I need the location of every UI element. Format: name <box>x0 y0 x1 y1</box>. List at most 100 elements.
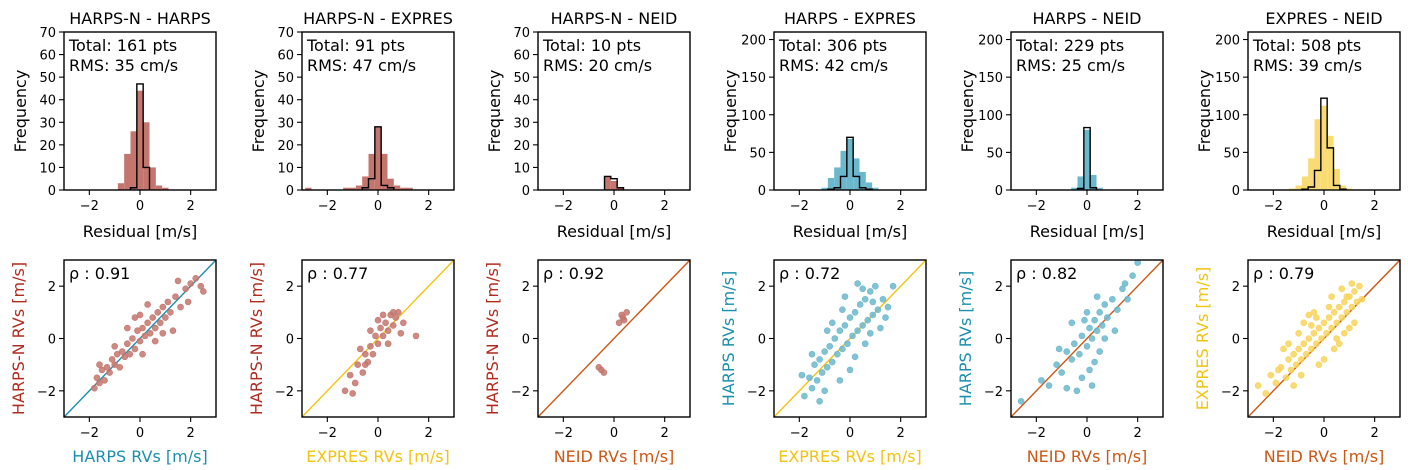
y-axis-label: Frequency <box>958 70 977 153</box>
x-axis-label-unit: RVs [m/s] <box>845 447 921 466</box>
histogram-bar <box>853 158 860 190</box>
scatter-point <box>877 324 884 332</box>
x-tick-label: 0 <box>374 426 382 441</box>
scatter-point <box>623 309 630 316</box>
scatter-point <box>1351 319 1358 327</box>
scatter-point <box>1088 382 1096 389</box>
scatter-point <box>1358 295 1366 303</box>
x-tick-label: 0 <box>610 426 618 441</box>
scatter-point <box>149 314 156 321</box>
panel-title: HARPS-N - NEID <box>551 9 678 28</box>
identity-line <box>773 259 927 418</box>
y-tick-label: 2 <box>286 280 294 295</box>
y-tick-label: 100 <box>741 109 766 124</box>
y-tick-label: 70 <box>39 26 56 41</box>
scatter-panel-3: −2 0 2 −2 0 2 NEID RVs [m/s] HARPS-N RVs [m/s] ρ… <box>483 259 691 466</box>
scatter-point <box>1297 356 1305 363</box>
histogram-bar <box>1333 168 1340 190</box>
scatter-point <box>400 319 407 327</box>
scatter-point <box>1096 348 1103 355</box>
scatter-point <box>1308 322 1315 329</box>
scatter-point <box>821 348 828 355</box>
histogram-outline <box>129 83 151 190</box>
x-tick-label: −2 <box>318 199 337 214</box>
scatter-point <box>1292 361 1300 368</box>
x-tick-label: 0 <box>1083 426 1091 441</box>
scatter-point <box>106 369 113 376</box>
scatter-point <box>1310 329 1318 337</box>
y-tick-label: 2 <box>522 280 530 295</box>
scatter-point <box>154 309 162 316</box>
scatter-point <box>1310 309 1318 316</box>
scatter-point <box>98 366 106 374</box>
scatter-point <box>111 343 118 350</box>
scatter-point <box>828 358 836 366</box>
panel-title: HARPS-N - HARPS <box>69 9 210 28</box>
scatter-point <box>874 306 882 314</box>
scatter-point <box>1055 345 1063 353</box>
annotation-text: RMS: 35 cm/s <box>69 56 178 75</box>
scatter-point <box>869 311 877 319</box>
scatter-point <box>1086 366 1093 374</box>
scatter-point <box>341 387 349 395</box>
scatter-point <box>846 366 854 374</box>
scatter-point <box>1300 340 1308 348</box>
histogram-bar <box>124 153 131 190</box>
histogram-bar <box>1077 176 1084 190</box>
identity-line <box>537 259 691 418</box>
histogram-bar <box>1346 188 1353 190</box>
scatter-point <box>346 371 354 379</box>
scatter-point <box>124 324 131 332</box>
annotation-text: RMS: 39 cm/s <box>1253 56 1362 75</box>
y-tick-label: 0 <box>286 333 294 348</box>
scatter-point <box>1101 301 1109 308</box>
scatter-point <box>861 340 869 348</box>
x-tick-label: 0 <box>374 199 382 214</box>
scatter-point <box>1078 374 1086 382</box>
histogram-bar <box>834 167 841 190</box>
histogram-bar <box>117 183 125 190</box>
x-tick-label: −2 <box>80 199 99 214</box>
identity-line <box>301 259 455 418</box>
scatter-point <box>811 361 818 368</box>
histogram-panel-6: −2 0 2 0 50 100 150 200 EXPRES - NEID Residual [m… <box>1195 9 1401 241</box>
x-axis-label-instrument: EXPRES <box>778 447 845 466</box>
scatter-point <box>379 311 387 319</box>
scatter-point <box>192 275 200 282</box>
scatter-panel-1: −2 0 2 −2 0 2 HARPS RVs [m/s] HARPS-N RVs [m/s]… <box>9 259 217 466</box>
scatter-point <box>159 329 167 337</box>
scatter-point <box>367 343 374 350</box>
scatter-point <box>808 350 816 358</box>
x-tick-label: 2 <box>897 426 905 441</box>
scatter-point <box>869 298 877 306</box>
histogram-panel-5: −2 0 2 0 50 100 150 200 HARPS - NEID Residual [m/… <box>958 9 1164 241</box>
y-axis-label: Frequency <box>721 70 740 153</box>
x-axis-label-instrument: NEID <box>1027 447 1071 466</box>
scatter-point <box>1071 340 1078 348</box>
scatter-point <box>144 319 151 327</box>
scatter-point <box>374 340 382 348</box>
y-tick-label: 50 <box>39 71 56 86</box>
scatter-point <box>141 332 149 340</box>
scatter-point <box>1267 371 1275 379</box>
y-tick-label: 40 <box>277 94 294 109</box>
scatter-point <box>151 337 159 345</box>
histogram-bar <box>162 187 169 190</box>
histogram-panel-4: −2 0 2 0 50 100 150 200 HARPS - EXPRES Residual [… <box>721 9 927 241</box>
scatter-point <box>1320 319 1328 327</box>
scatter-point <box>197 282 205 290</box>
scatter-point <box>139 324 146 332</box>
y-tick-label: 10 <box>277 161 294 176</box>
x-tick-label: 2 <box>897 199 905 214</box>
scatter-point <box>856 301 864 308</box>
scatter-point <box>1068 319 1076 327</box>
y-tick-label: −2 <box>984 385 1003 400</box>
x-tick-label: 0 <box>846 426 854 441</box>
y-axis-label: HARPS RVs [m/s] <box>956 271 975 406</box>
histogram-bar <box>343 187 350 190</box>
histogram-bar <box>1327 135 1334 190</box>
scatter-point <box>851 309 859 316</box>
x-tick-label: 0 <box>846 199 854 214</box>
scatter-point <box>861 295 869 303</box>
